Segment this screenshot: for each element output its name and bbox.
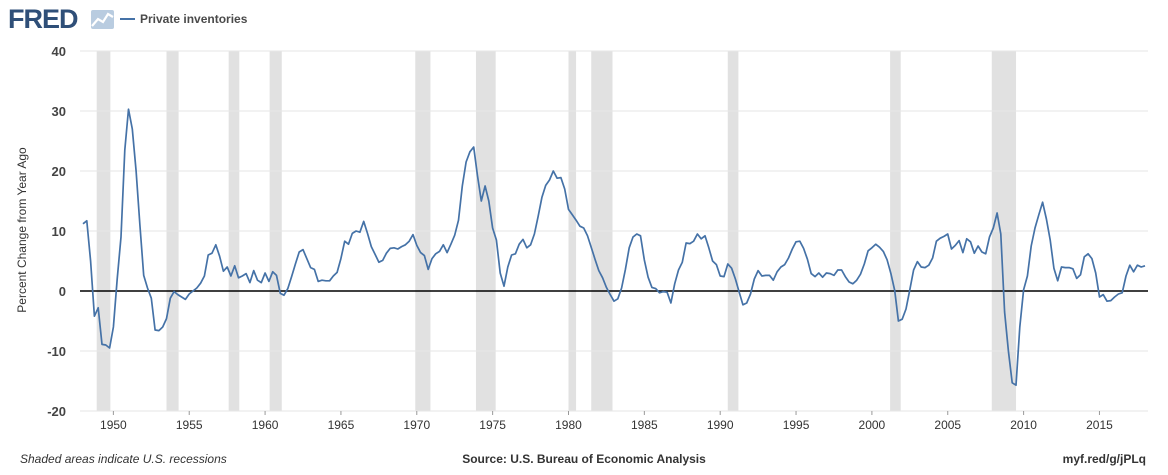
footer-link[interactable]: myf.red/g/jPLq bbox=[1063, 452, 1146, 466]
x-tick-label: 2000 bbox=[859, 418, 886, 432]
x-tick-label: 2015 bbox=[1086, 418, 1113, 432]
y-tick-label: 30 bbox=[52, 104, 66, 119]
y-tick-label: 40 bbox=[52, 44, 66, 59]
x-tick-label: 1965 bbox=[328, 418, 355, 432]
x-tick-label: 2005 bbox=[934, 418, 961, 432]
footer-source: Source: U.S. Bureau of Economic Analysis bbox=[462, 452, 706, 466]
x-tick-label: 1980 bbox=[555, 418, 582, 432]
fred-logo-chart-icon bbox=[91, 10, 114, 29]
y-axis-label: Percent Change from Year Ago bbox=[15, 147, 29, 313]
x-tick-label: 1990 bbox=[707, 418, 734, 432]
y-tick-label: 10 bbox=[52, 224, 66, 239]
y-tick-label: 20 bbox=[52, 164, 66, 179]
x-tick-labels: 1950 1955 1960 1965 1970 1975 1980 1985 1990 1995… bbox=[100, 411, 1113, 432]
series-line-private-inventories bbox=[82, 108, 1146, 387]
series-group bbox=[82, 108, 1146, 387]
y-tick-label: 0 bbox=[59, 284, 66, 299]
x-tick-label: 1970 bbox=[403, 418, 430, 432]
x-tick-label: 1995 bbox=[783, 418, 810, 432]
x-tick-label: 1955 bbox=[176, 418, 203, 432]
x-tick-label: 2010 bbox=[1010, 418, 1037, 432]
legend: Private inventories bbox=[120, 12, 248, 26]
legend-label: Private inventories bbox=[140, 12, 248, 26]
fred-logo[interactable]: FRED bbox=[8, 4, 114, 34]
y-tick-labels: -20 -10 0 10 20 30 40 bbox=[47, 44, 66, 419]
x-tick-label: 1950 bbox=[100, 418, 127, 432]
y-tick-label: -10 bbox=[47, 344, 66, 359]
footer-recession-note: Shaded areas indicate U.S. recessions bbox=[20, 452, 227, 466]
x-tick-label: 1960 bbox=[252, 418, 279, 432]
x-tick-label: 1975 bbox=[479, 418, 506, 432]
y-tick-label: -20 bbox=[47, 404, 66, 419]
fred-logo-text: FRED bbox=[8, 4, 78, 34]
x-tick-label: 1985 bbox=[631, 418, 658, 432]
gridlines bbox=[80, 50, 1148, 412]
